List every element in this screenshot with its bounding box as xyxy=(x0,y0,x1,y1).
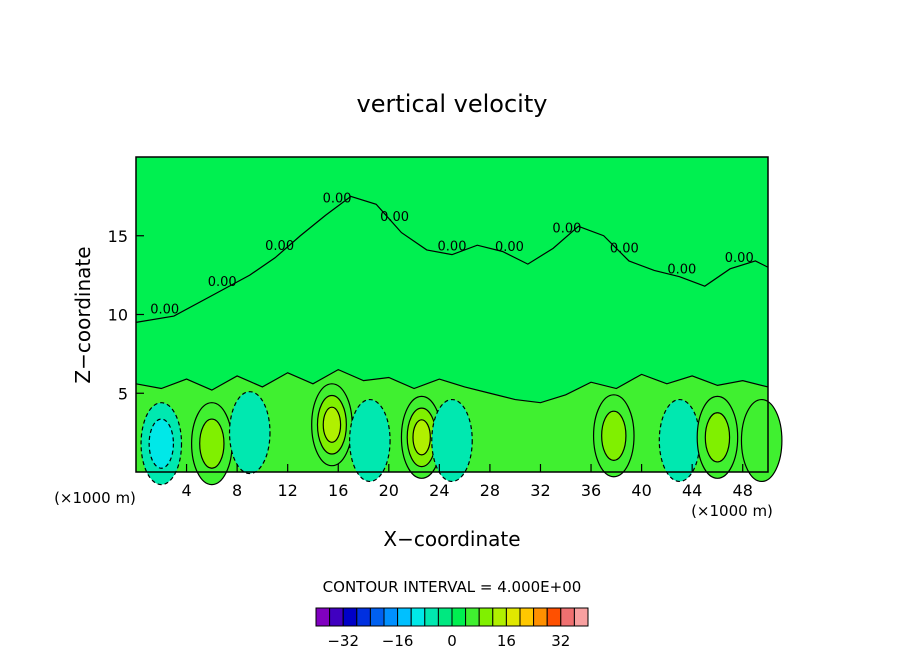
contour-cell xyxy=(412,419,431,456)
colorbar-tick-label: 32 xyxy=(551,632,570,650)
y-tick-label: 5 xyxy=(118,384,128,403)
contour-interval-text: CONTOUR INTERVAL = 4.000E+00 xyxy=(323,578,582,596)
x-axis-label: X−coordinate xyxy=(383,527,520,551)
contour-cell xyxy=(228,391,271,475)
colorbar-swatch xyxy=(342,607,358,627)
colorbar-swatch xyxy=(397,607,412,627)
x-tick-label: 36 xyxy=(581,481,601,500)
x-axis-ticks: 4 8 12 16 20 24 28 32 36 40 44 48 xyxy=(181,464,753,500)
contour-label: 0.00 xyxy=(323,192,352,207)
contour-cell xyxy=(349,398,391,483)
colorbar-tick-label: 16 xyxy=(497,632,516,650)
colorbar xyxy=(315,607,589,627)
upper-contour xyxy=(135,195,769,323)
x-tick-label: 16 xyxy=(328,481,348,500)
colorbar-swatch xyxy=(356,607,371,627)
y-tick-label: 15 xyxy=(108,227,128,246)
contour-label: 0.00 xyxy=(380,210,409,225)
contour-cell xyxy=(601,410,627,461)
x-tick-label: 28 xyxy=(480,481,500,500)
contour-label: 0.00 xyxy=(552,221,581,236)
contour-cell xyxy=(431,398,473,483)
contour-cell xyxy=(199,418,225,469)
colorbar-swatch xyxy=(369,607,385,627)
x-tick-label: 48 xyxy=(733,481,753,500)
colorbar-swatch xyxy=(505,607,521,627)
x-tick-label: 20 xyxy=(379,481,399,500)
colorbar-swatch xyxy=(451,607,467,627)
colorbar-swatch xyxy=(519,607,535,627)
colorbar-swatch xyxy=(424,607,439,627)
colorbar-tick-label: 0 xyxy=(447,632,457,650)
colorbar-swatch xyxy=(329,607,344,627)
colorbar-swatch xyxy=(478,607,494,627)
contour-label: 0.00 xyxy=(150,303,179,318)
contour-lines: 0.00 0.00 0.00 0.00 0.00 0.00 0.00 0.00 0.00 0.00… xyxy=(135,192,783,486)
colorbar-tick-label: −32 xyxy=(327,632,359,650)
contour-cell xyxy=(740,398,783,483)
contour-label: 0.00 xyxy=(438,240,467,255)
x-tick-label: 4 xyxy=(181,481,191,500)
x-tick-label: 32 xyxy=(530,481,550,500)
y-tick-label: 10 xyxy=(108,306,128,325)
contour-cell xyxy=(148,418,175,469)
contour-cell xyxy=(658,398,701,483)
y-axis-label: Z−coordinate xyxy=(71,246,95,383)
colorbar-swatch xyxy=(383,607,399,627)
x-tick-label: 24 xyxy=(429,481,449,500)
contour-cell xyxy=(704,412,731,463)
colorbar-swatch xyxy=(573,607,589,627)
colorbar-swatch xyxy=(492,607,507,627)
colorbar-swatch xyxy=(465,607,480,627)
contour-label: 0.00 xyxy=(610,241,639,256)
x-tick-label: 44 xyxy=(682,481,702,500)
contour-label: 0.00 xyxy=(265,239,294,254)
contour-cell xyxy=(322,406,342,443)
x-tick-label: 40 xyxy=(631,481,651,500)
x-unit-label-left: (×1000 m) xyxy=(54,489,136,507)
contour-label: 0.00 xyxy=(495,240,524,255)
x-tick-label: 8 xyxy=(232,481,242,500)
x-tick-label: 12 xyxy=(278,481,298,500)
colorbar-swatch xyxy=(560,607,575,627)
colorbar-swatch xyxy=(437,607,453,627)
colorbar-swatch xyxy=(410,607,426,627)
contour-label: 0.00 xyxy=(725,251,754,266)
y-axis-ticks: 5 10 15 xyxy=(108,227,144,403)
colorbar-swatch xyxy=(546,607,562,627)
colorbar-swatch xyxy=(533,607,548,627)
zero-contour xyxy=(135,368,769,404)
x-unit-label-right: (×1000 m) xyxy=(691,502,773,520)
colorbar-swatch xyxy=(315,607,331,627)
contour-label: 0.00 xyxy=(208,275,237,290)
chart-title: vertical velocity xyxy=(357,90,548,118)
contour-label: 0.00 xyxy=(667,263,696,278)
colorbar-tick-label: −16 xyxy=(382,632,414,650)
colorbar-ticks: −32 −16 0 16 32 xyxy=(327,632,570,650)
